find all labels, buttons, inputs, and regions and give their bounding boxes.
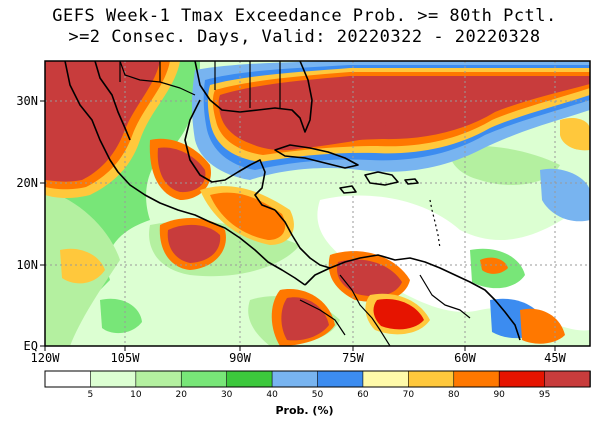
colorbar-swatch (408, 370, 455, 388)
lon-label-45w: 45W (544, 351, 566, 365)
colorbar-label: 5 (88, 390, 94, 400)
lon-label-120w: 120W (31, 351, 61, 365)
colorbar-label: 60 (357, 390, 369, 400)
colorbar-labels: 5 10 20 30 40 50 60 70 80 90 95 (88, 390, 551, 400)
lat-label-20n: 20N (16, 176, 38, 190)
colorbar-label: 10 (130, 390, 142, 400)
colorbar-swatch (90, 370, 137, 388)
colorbar-frame (44, 370, 591, 388)
colorbar-swatch (135, 370, 183, 388)
colorbar-swatch (498, 370, 546, 388)
coastlines (64, 61, 521, 346)
probability-field (45, 61, 590, 346)
grid-lines (45, 61, 590, 346)
colorbar-swatch (44, 370, 92, 388)
colorbar-label: 90 (493, 390, 505, 400)
lon-label-105w: 105W (111, 351, 141, 365)
axis-ticks (40, 100, 556, 351)
colorbar-swatch (271, 370, 319, 388)
colorbar-label: 30 (221, 390, 233, 400)
lat-label-30n: 30N (16, 94, 38, 108)
map-title-line-1: GEFS Week-1 Tmax Exceedance Prob. >= 80t… (52, 6, 557, 26)
colorbar-swatch (317, 370, 364, 388)
map-title-line-2: >=2 Consec. Days, Valid: 20220322 - 2022… (68, 27, 541, 47)
lon-label-75w: 75W (342, 351, 364, 365)
colorbar-label: 95 (539, 390, 550, 400)
colorbar-swatch (362, 370, 410, 388)
colorbar-label: 70 (403, 390, 415, 400)
lat-label-10n: 10N (16, 258, 38, 272)
colorbar-swatch (180, 370, 228, 388)
colorbar-label: 50 (312, 390, 324, 400)
lon-label-60w: 60W (454, 351, 476, 365)
colorbar-label: 40 (266, 390, 278, 400)
colorbar-swatch (453, 370, 500, 388)
colorbar (44, 370, 591, 388)
lon-label-90w: 90W (229, 351, 251, 365)
lat-label-eq: EQ (24, 339, 38, 353)
colorbar-units: Prob. (%) (275, 404, 334, 417)
map-frame (44, 60, 591, 347)
colorbar-label: 80 (448, 390, 460, 400)
colorbar-label: 20 (176, 390, 188, 400)
colorbar-swatch (226, 370, 273, 388)
colorbar-swatch (544, 370, 591, 388)
